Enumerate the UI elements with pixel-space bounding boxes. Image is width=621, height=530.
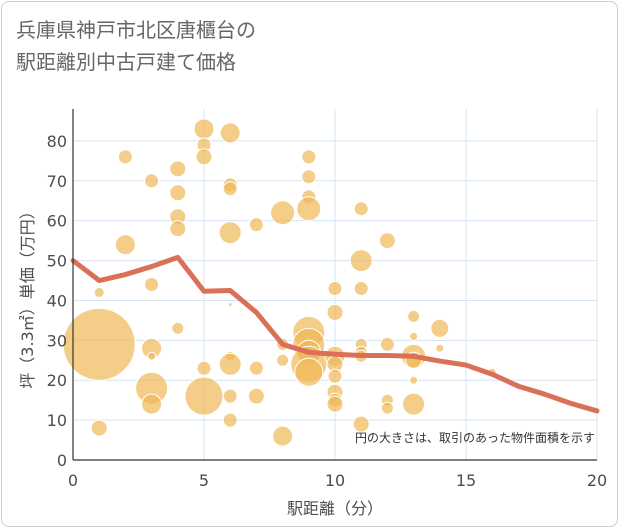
axes: 0 10 20 30 40 50 60 70 80 0 5 10 15 20 [47,109,607,490]
data-bubble [227,301,233,307]
y-tick-label: 40 [47,291,67,310]
data-bubble [407,309,421,323]
data-bubble [222,388,238,404]
bubble-layer [62,118,497,447]
data-bubble [379,336,395,352]
data-bubble [171,321,185,335]
data-bubble [430,318,450,338]
data-bubble [114,234,136,256]
grid-lines [73,109,598,460]
data-bubble [222,181,238,197]
data-bubble [248,360,264,376]
data-bubble [409,375,419,385]
data-bubble [272,425,294,447]
x-axis-label: 駅距離（分） [287,499,383,518]
data-bubble [218,221,242,245]
data-bubble [222,412,238,428]
data-bubble [62,307,136,381]
data-bubble [380,401,394,415]
data-bubble [248,217,264,233]
data-bubble [349,249,373,273]
title-line-2: 駅距離別中古戸建て価格 [16,50,236,74]
data-bubble [90,419,108,437]
data-bubble [353,280,369,296]
data-bubble [353,201,369,217]
y-axis-label: 坪（3.3㎡）単価（万円） [18,203,37,388]
data-bubble [409,331,419,341]
data-bubble [93,286,105,298]
y-tick-label: 70 [47,172,67,191]
data-bubble [117,149,133,165]
data-bubble [141,393,163,415]
data-bubble [219,122,241,144]
data-bubble [195,148,213,166]
data-bubble [196,360,212,376]
data-bubble [327,280,343,296]
data-bubble [276,353,290,367]
y-tick-label: 20 [47,371,67,390]
data-bubble [169,220,187,238]
y-tick-label: 50 [47,252,67,271]
data-bubble [184,376,224,416]
y-tick-label: 60 [47,212,67,231]
y-tick-label: 10 [47,411,67,430]
data-bubble [352,415,370,433]
data-bubble [193,118,215,140]
data-bubble [327,368,343,384]
data-bubble [402,392,426,416]
y-tick-label: 0 [57,451,67,470]
y-tick-label: 30 [47,331,67,350]
average-line-layer [70,254,600,414]
x-tick-label: 0 [68,471,78,490]
data-bubble [378,232,396,250]
data-bubble [435,343,445,353]
data-bubble [147,351,157,361]
data-bubble [218,352,242,376]
y-tick-label: 80 [47,132,67,151]
title-line-1: 兵庫県神戸市北区唐櫃台の [16,18,256,42]
average-price-line [70,254,600,414]
data-bubble [326,395,344,413]
data-bubble [144,173,160,189]
x-tick-label: 10 [325,471,345,490]
data-bubble [169,184,187,202]
chart-title: 兵庫県神戸市北区唐櫃台の 駅距離別中古戸建て価格 [16,14,256,78]
data-bubble [169,160,187,178]
data-bubble [301,169,317,185]
x-tick-label: 15 [456,471,476,490]
bubble-size-note: 円の大きさは、取引のあった物件面積を示す [355,430,595,445]
data-bubble [247,387,265,405]
x-tick-label: 5 [199,471,209,490]
data-bubble [294,357,324,387]
data-bubble [144,277,160,292]
data-bubble [301,149,317,165]
data-bubble [270,200,296,226]
x-tick-label: 20 [587,471,607,490]
data-bubble [326,303,344,321]
data-bubble [296,196,322,222]
